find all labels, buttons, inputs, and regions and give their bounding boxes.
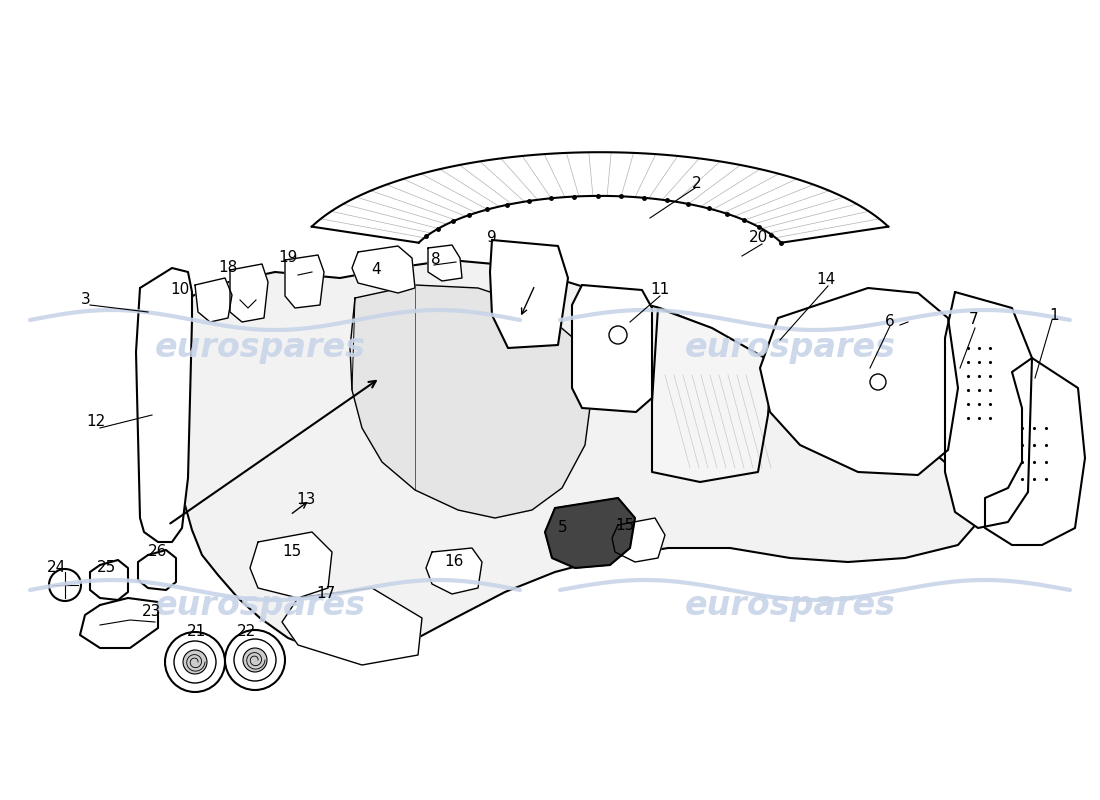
Text: 24: 24 <box>46 561 66 575</box>
Text: 15: 15 <box>615 518 635 533</box>
Text: 16: 16 <box>444 554 464 570</box>
Text: 7: 7 <box>969 313 979 327</box>
Circle shape <box>50 569 81 601</box>
Polygon shape <box>544 498 635 568</box>
Polygon shape <box>195 278 232 322</box>
Text: 19: 19 <box>278 250 298 266</box>
Text: 4: 4 <box>371 262 381 278</box>
Polygon shape <box>612 518 666 562</box>
Text: 9: 9 <box>487 230 497 246</box>
Polygon shape <box>490 240 568 348</box>
Polygon shape <box>90 560 128 600</box>
Text: eurospares: eurospares <box>684 589 895 622</box>
Polygon shape <box>230 264 268 322</box>
Text: 21: 21 <box>186 625 206 639</box>
Polygon shape <box>652 308 772 482</box>
Text: 17: 17 <box>317 586 336 601</box>
Polygon shape <box>352 246 415 293</box>
Polygon shape <box>285 255 324 308</box>
Text: 13: 13 <box>296 493 316 507</box>
Circle shape <box>870 374 886 390</box>
Polygon shape <box>572 285 652 412</box>
Text: 2: 2 <box>692 175 702 190</box>
Text: 25: 25 <box>97 561 116 575</box>
Text: 18: 18 <box>219 261 238 275</box>
Text: eurospares: eurospares <box>684 331 895 365</box>
Text: 12: 12 <box>87 414 106 430</box>
Text: 1: 1 <box>1049 307 1059 322</box>
Polygon shape <box>350 285 592 518</box>
Text: 10: 10 <box>170 282 189 298</box>
Circle shape <box>234 639 276 681</box>
Polygon shape <box>282 588 422 665</box>
Circle shape <box>609 326 627 344</box>
Polygon shape <box>138 550 176 590</box>
Text: 11: 11 <box>650 282 670 298</box>
Polygon shape <box>80 598 158 648</box>
Polygon shape <box>760 288 958 475</box>
Text: 14: 14 <box>816 273 836 287</box>
Text: eurospares: eurospares <box>154 589 365 622</box>
Polygon shape <box>155 260 978 655</box>
Text: 23: 23 <box>142 605 162 619</box>
Circle shape <box>165 632 226 692</box>
Text: 20: 20 <box>748 230 768 246</box>
Text: 22: 22 <box>236 625 255 639</box>
Polygon shape <box>984 358 1085 545</box>
Polygon shape <box>426 548 482 594</box>
Polygon shape <box>311 152 888 242</box>
Text: 15: 15 <box>283 545 301 559</box>
Circle shape <box>226 630 285 690</box>
Text: 8: 8 <box>431 253 441 267</box>
Text: 6: 6 <box>886 314 895 330</box>
Text: eurospares: eurospares <box>154 331 365 365</box>
Polygon shape <box>945 292 1032 528</box>
Circle shape <box>243 648 267 672</box>
Polygon shape <box>428 245 462 281</box>
Text: 5: 5 <box>558 521 568 535</box>
Circle shape <box>174 641 216 683</box>
Text: 3: 3 <box>81 293 91 307</box>
Polygon shape <box>250 532 332 598</box>
Circle shape <box>183 650 207 674</box>
Text: 26: 26 <box>148 545 167 559</box>
Polygon shape <box>136 268 192 542</box>
